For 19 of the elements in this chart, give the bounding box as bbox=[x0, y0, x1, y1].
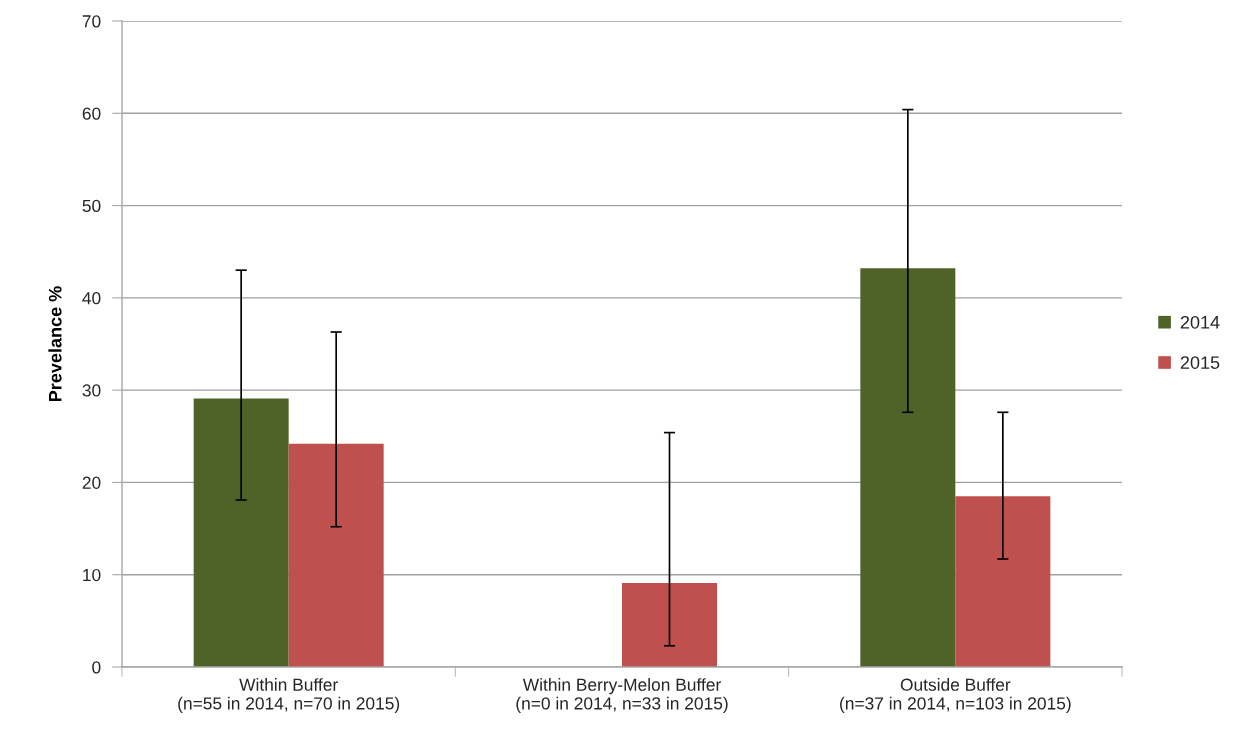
x-tick-label: Within Berry-Melon Buffer (n=0 in 2014, n=33 in 2015) bbox=[516, 678, 728, 713]
legend-label: 2014 bbox=[1180, 315, 1220, 329]
y-axis-title: Prevelance % bbox=[48, 286, 62, 402]
bar bbox=[622, 583, 717, 667]
y-tick-label: 50 bbox=[82, 199, 101, 213]
bar bbox=[955, 496, 1051, 667]
x-tick-label: Within Buffer (n=55 in 2014, n=70 in 2015) bbox=[178, 678, 400, 713]
y-tick-label: 40 bbox=[82, 292, 101, 305]
y-tick-label: 60 bbox=[82, 107, 101, 120]
y-tick-label: 0 bbox=[92, 661, 101, 674]
bar bbox=[193, 398, 289, 667]
legend-label: 2015 bbox=[1180, 356, 1220, 369]
bar bbox=[860, 268, 956, 667]
x-tick-label: Outside Buffer (n=37 in 2014, n=103 in 2015) bbox=[840, 678, 1071, 713]
y-tick-label: 30 bbox=[82, 384, 101, 397]
bar bbox=[288, 443, 384, 667]
y-tick-label: 70 bbox=[82, 15, 101, 28]
y-tick-label: 10 bbox=[83, 568, 101, 582]
y-tick-label: 20 bbox=[82, 476, 101, 489]
